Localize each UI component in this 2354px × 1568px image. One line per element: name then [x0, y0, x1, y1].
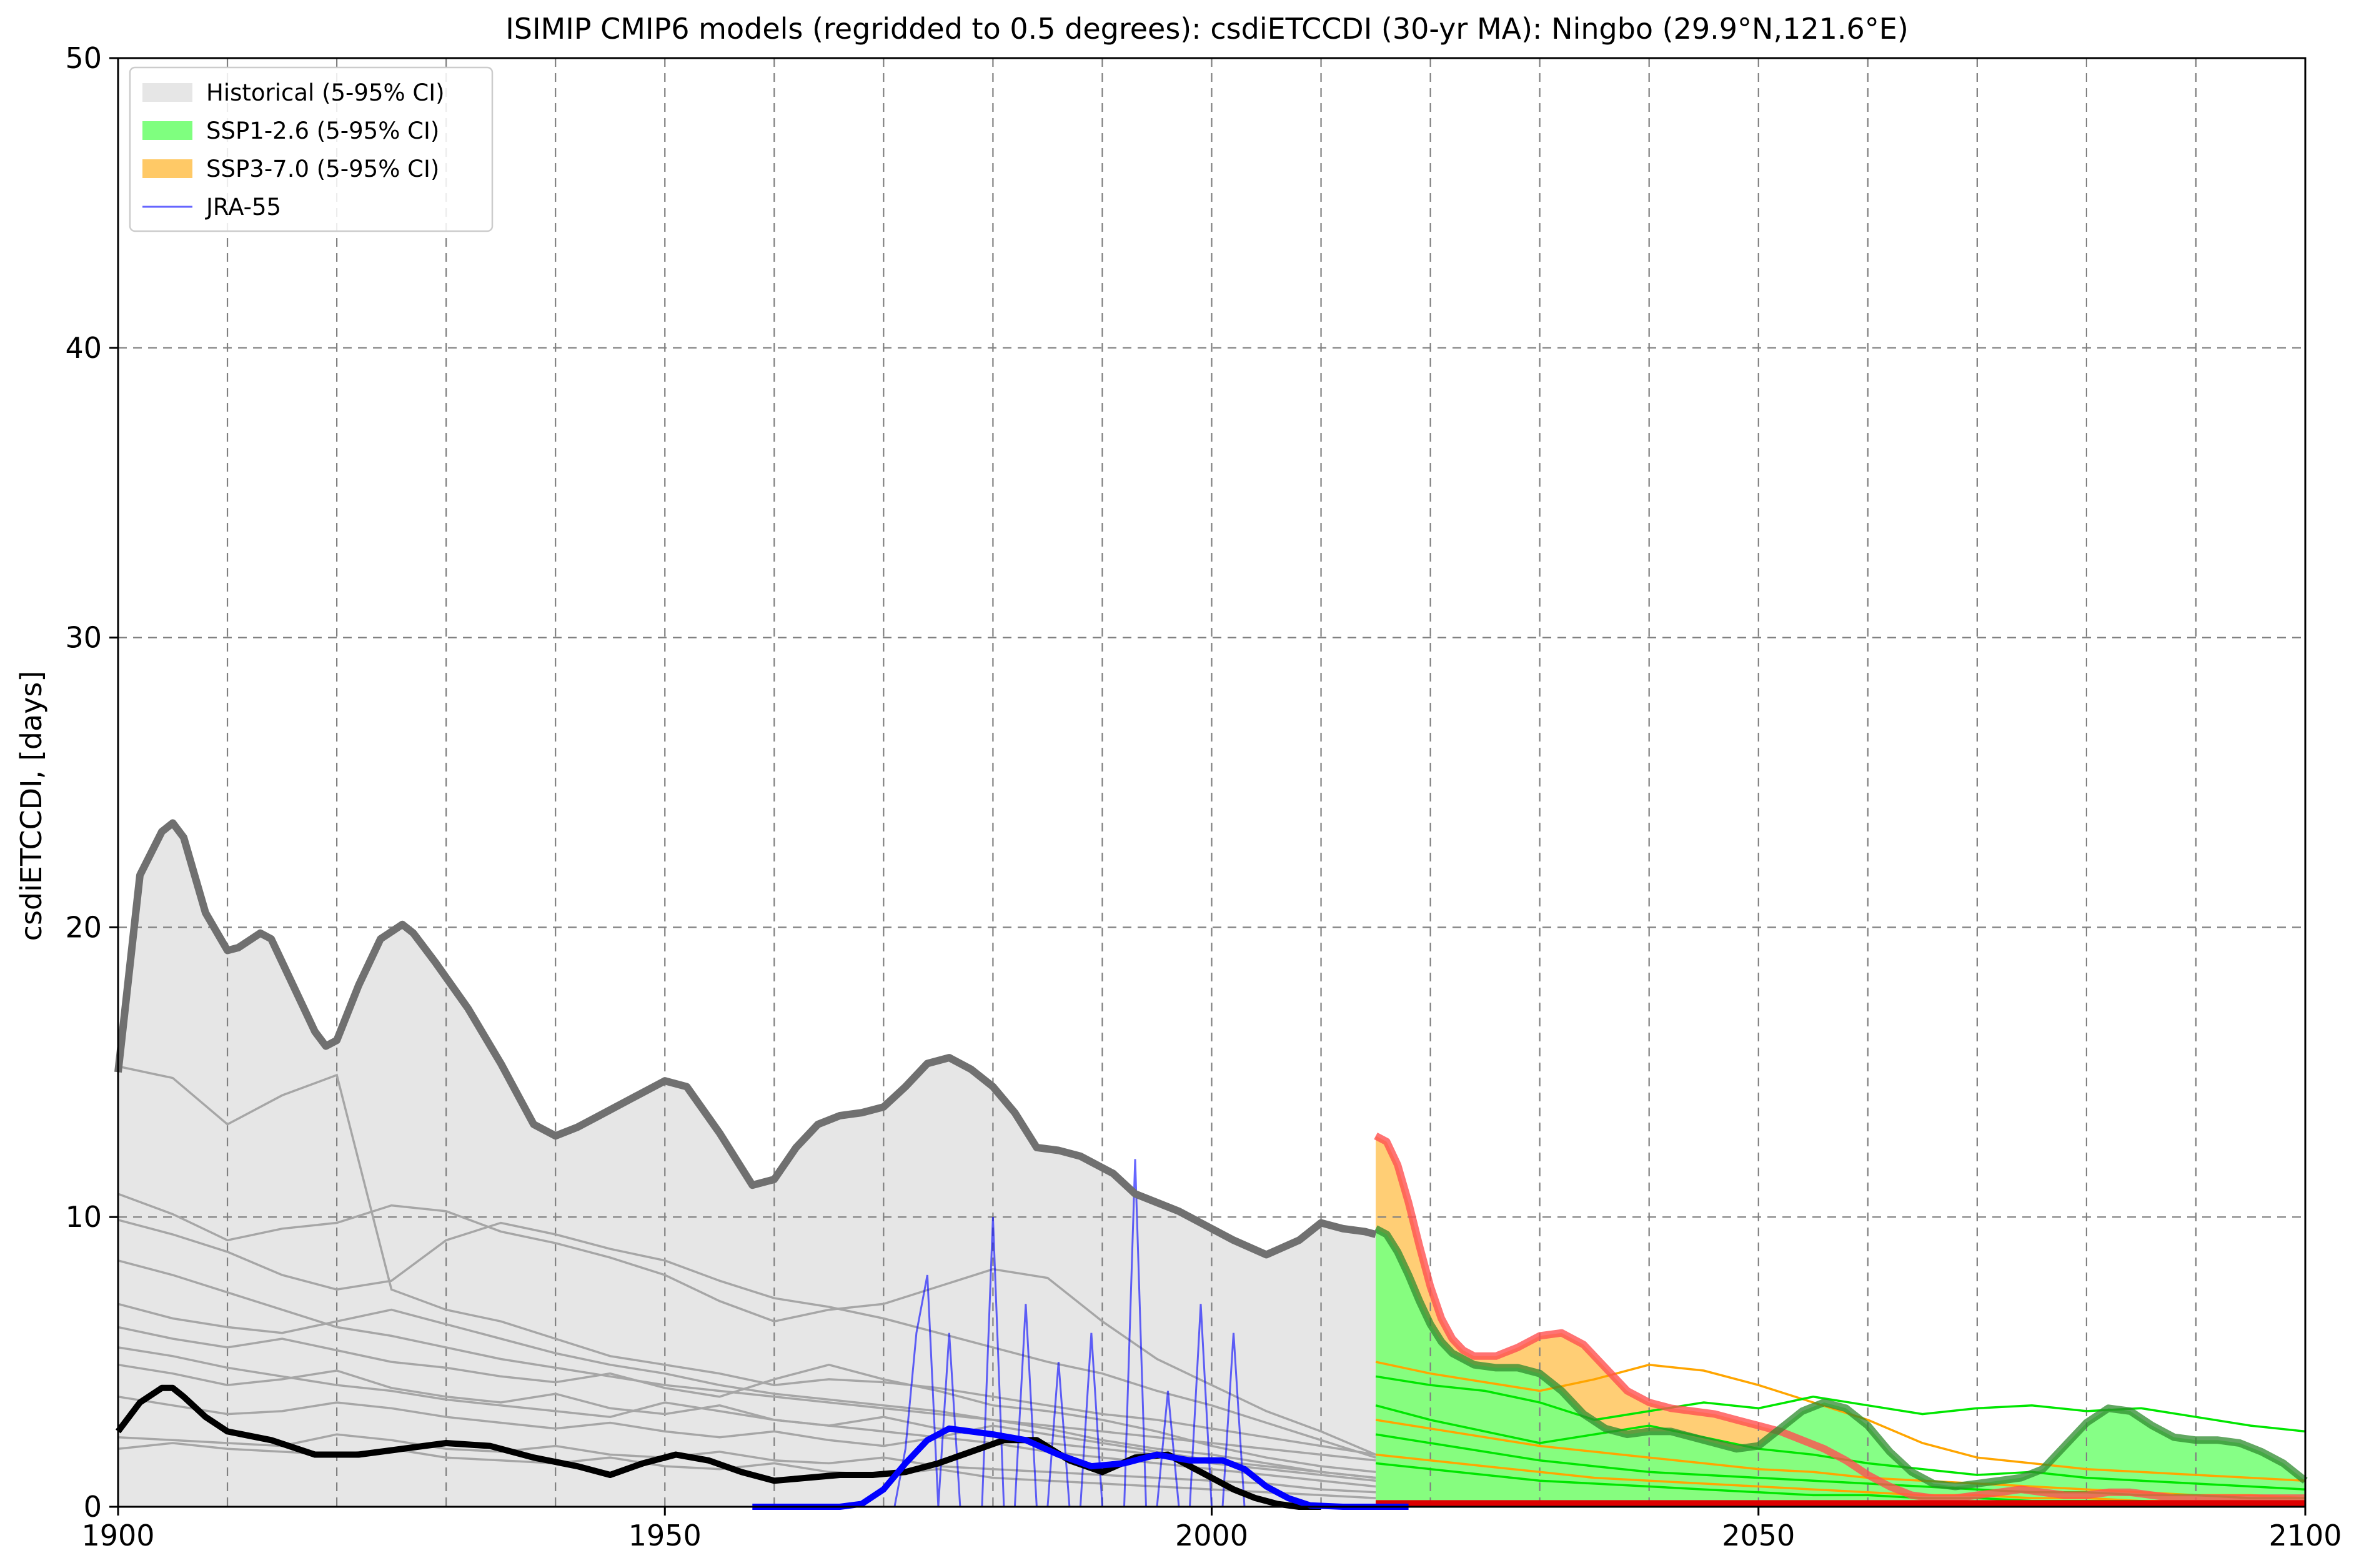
ssp126-upper-line	[1374, 1225, 2308, 1491]
y-tick-label: 30	[65, 621, 102, 655]
legend-label: Historical (5-95% CI)	[206, 79, 445, 106]
plot-area	[114, 57, 2308, 1510]
y-tick-label: 20	[65, 910, 102, 944]
ssp126-model-run-line	[1375, 1375, 2306, 1433]
ssp370-ci-band	[1376, 1136, 2305, 1507]
historical-model-run-line	[117, 1433, 1376, 1494]
historical-model-run-line	[117, 1065, 1376, 1456]
historical-model-run-line	[117, 1396, 1376, 1488]
x-tick-label: 2100	[2268, 1519, 2342, 1552]
historical-upper-line	[114, 819, 1377, 1259]
historical-model-run-line	[117, 1326, 1376, 1474]
legend: Historical (5-95% CI) SSP1-2.6 (5-95% CI)…	[129, 66, 494, 232]
axis-ticks: 1900 1950 2000 2050 2100 0 10 20 30 40 50	[65, 41, 2342, 1552]
legend-swatch	[142, 159, 192, 178]
ssp370-model-run-line	[1375, 1361, 2306, 1482]
historical-model-run-line	[117, 1193, 1376, 1456]
x-tick-label: 2000	[1175, 1519, 1248, 1552]
legend-swatch	[142, 83, 192, 102]
jra55-smooth-line	[752, 1425, 1409, 1510]
x-tick-label: 1900	[81, 1519, 154, 1552]
y-tick-label: 10	[65, 1200, 102, 1234]
chart-title: ISIMIP CMIP6 models (regridded to 0.5 de…	[505, 12, 1909, 46]
legend-label: JRA-55	[205, 194, 281, 221]
legend-label: SSP3-7.0 (5-95% CI)	[206, 156, 439, 182]
y-tick-label: 50	[65, 41, 102, 75]
legend-label: SSP1-2.6 (5-95% CI)	[206, 117, 439, 144]
y-axis-label: csdiETCCDI, [days]	[14, 671, 48, 941]
historical-model-run-line	[117, 1259, 1376, 1462]
historical-ci-band	[118, 823, 1376, 1507]
x-tick-label: 1950	[628, 1519, 702, 1552]
y-tick-label: 40	[65, 331, 102, 365]
grid-lines	[117, 57, 2307, 1508]
summary-lines	[114, 819, 2308, 1510]
legend-swatch	[142, 121, 192, 140]
y-tick-label: 0	[84, 1490, 102, 1524]
x-tick-label: 2050	[1722, 1519, 1795, 1552]
legend-box	[129, 66, 494, 232]
ssp370-upper-line	[1374, 1133, 2305, 1502]
historical-model-run-line	[117, 1219, 1376, 1459]
